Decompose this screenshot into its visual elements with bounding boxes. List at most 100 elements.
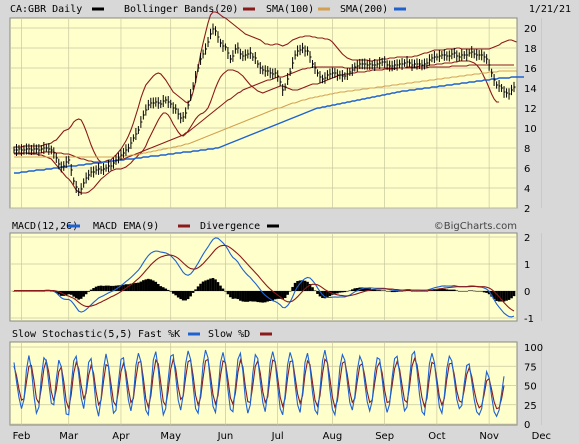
divergence-bar bbox=[112, 285, 115, 291]
macd-panel-bg bbox=[9, 232, 518, 322]
divergence-bar bbox=[62, 291, 66, 296]
divergence-bar bbox=[231, 291, 235, 299]
divergence-bar bbox=[460, 291, 464, 292]
divergence-bar bbox=[355, 288, 359, 291]
divergence-bar bbox=[134, 282, 138, 291]
sma200-line bbox=[14, 70, 517, 158]
divergence-bar bbox=[301, 280, 304, 291]
divergence-bar bbox=[54, 291, 58, 293]
divergence-bar bbox=[94, 286, 98, 291]
divergence-bar bbox=[84, 291, 88, 295]
stochastic-y-ticks: 0 25 50 75 100 bbox=[524, 343, 543, 431]
x-tick-label: Jul bbox=[271, 431, 284, 442]
price-ytick-label: 2 bbox=[524, 204, 530, 215]
divergence-bar bbox=[475, 291, 478, 292]
x-tick-label: Aug bbox=[323, 431, 343, 442]
divergence-bar bbox=[22, 291, 26, 292]
divergence-bar bbox=[393, 291, 396, 293]
price-ytick-label: 8 bbox=[524, 144, 530, 155]
sma100-legend: SMA(100) bbox=[266, 4, 314, 15]
divergence-bar bbox=[251, 291, 255, 302]
divergence-bar bbox=[278, 291, 282, 299]
date-label: 1/21/21 bbox=[529, 4, 571, 15]
divergence-bar bbox=[400, 291, 404, 292]
divergence-bar bbox=[164, 288, 168, 291]
divergence-bar bbox=[338, 291, 342, 293]
divergence-bar bbox=[114, 285, 118, 291]
divergence-bar bbox=[176, 291, 180, 298]
divergence-bar bbox=[109, 285, 113, 291]
divergence-bar bbox=[122, 284, 125, 291]
divergence-bar bbox=[286, 291, 289, 295]
bollinger-legend: Bollinger Bands(20) bbox=[124, 4, 238, 15]
divergence-bar bbox=[229, 291, 232, 298]
divergence-bar bbox=[102, 285, 105, 291]
divergence-bar bbox=[37, 291, 41, 292]
divergence-bar bbox=[490, 291, 493, 297]
divergence-bar bbox=[249, 291, 252, 302]
divergence-bar bbox=[72, 291, 76, 297]
divergence-bar bbox=[363, 287, 367, 291]
x-axis-ticks: FebMarAprMayJunJulAugSepOctNovDec21 bbox=[13, 431, 551, 442]
divergence-bar bbox=[423, 291, 426, 292]
fastk-line bbox=[13, 349, 505, 418]
divergence-bar bbox=[253, 291, 257, 302]
divergence-bar bbox=[154, 281, 158, 291]
bollinger-lower-line bbox=[14, 60, 500, 194]
divergence-bar bbox=[244, 291, 247, 302]
divergence-bar bbox=[263, 291, 267, 303]
price-ytick-label: 20 bbox=[524, 24, 537, 35]
divergence-bar bbox=[316, 291, 319, 294]
bollinger-upper-line bbox=[14, 11, 517, 163]
divergence-bar bbox=[378, 290, 381, 291]
macd-ytick-label: 2 bbox=[524, 233, 530, 244]
divergence-bar bbox=[224, 291, 227, 292]
divergence-bar bbox=[390, 291, 394, 293]
divergence-bar bbox=[440, 288, 444, 291]
divergence-bar bbox=[510, 291, 513, 299]
x-tick-label: Apr bbox=[112, 431, 130, 442]
divergence-bar bbox=[313, 290, 317, 291]
divergence-bar bbox=[477, 291, 481, 292]
divergence-bar bbox=[127, 284, 130, 291]
x-tick-label: May bbox=[160, 431, 181, 442]
divergence-bar bbox=[89, 289, 93, 291]
divergence-bar bbox=[171, 291, 175, 294]
bigcharts-credit: ©BigCharts.com bbox=[434, 221, 517, 232]
divergence-bar bbox=[214, 279, 217, 291]
divergence-bar bbox=[457, 291, 461, 292]
divergence-bar bbox=[500, 291, 503, 302]
divergence-bar bbox=[326, 291, 329, 298]
divergence-bar bbox=[216, 282, 220, 291]
divergence-bar bbox=[308, 283, 312, 291]
stoch-ytick-label: 50 bbox=[524, 382, 537, 393]
divergence-bar bbox=[258, 291, 262, 303]
macd-ytick-label: -1 bbox=[524, 314, 534, 325]
divergence-bar bbox=[219, 285, 222, 291]
divergence-bar bbox=[132, 283, 135, 291]
divergence-bar bbox=[234, 291, 237, 299]
price-ytick-label: 12 bbox=[524, 104, 537, 115]
divergence-bar bbox=[425, 291, 429, 292]
divergence-bar bbox=[455, 290, 459, 291]
divergence-bar bbox=[375, 290, 379, 291]
divergence-bar bbox=[57, 291, 61, 295]
stochastic-series bbox=[13, 349, 505, 418]
divergence-bar bbox=[353, 288, 357, 291]
divergence-bar bbox=[487, 291, 491, 295]
divergence-bar bbox=[318, 291, 322, 297]
divergence-bar bbox=[256, 291, 260, 303]
divergence-bar bbox=[211, 278, 215, 291]
stochastic-panel-bg bbox=[9, 341, 518, 426]
divergence-bar bbox=[268, 291, 272, 301]
divergence-bar bbox=[74, 291, 78, 299]
divergence-bar bbox=[156, 283, 160, 291]
price-ytick-label: 4 bbox=[524, 184, 530, 195]
divergence-bar bbox=[35, 291, 38, 292]
divergence-bar bbox=[209, 278, 212, 291]
macd-ema-label: MACD EMA(9) bbox=[93, 221, 159, 232]
stoch-ytick-label: 25 bbox=[524, 401, 537, 412]
divergence-bar bbox=[15, 291, 18, 292]
divergence-bar bbox=[137, 282, 140, 291]
